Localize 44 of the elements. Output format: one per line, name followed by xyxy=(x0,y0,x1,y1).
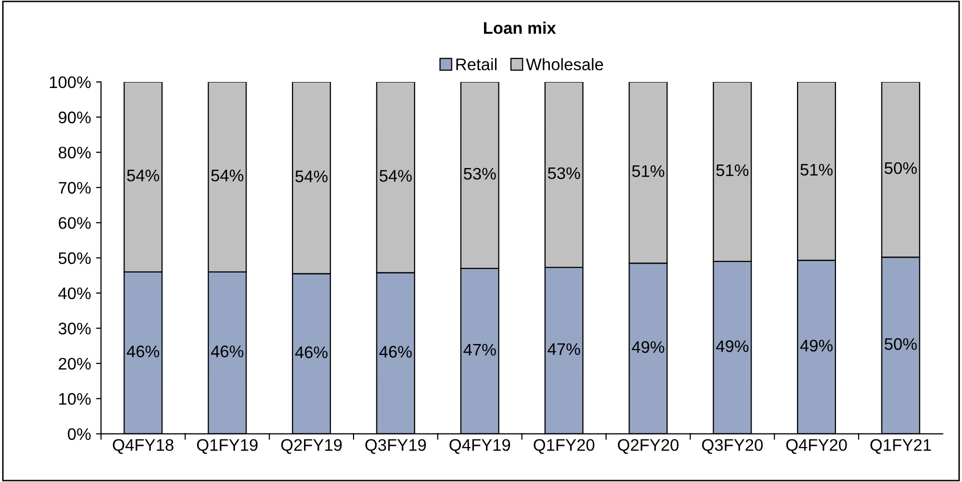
data-label: 46% xyxy=(379,346,412,358)
data-label: 47% xyxy=(548,343,580,355)
x-tick-label: Q1FY21 xyxy=(870,439,931,454)
y-tick-label: 80% xyxy=(58,146,91,159)
x-tick-label: Q1FY19 xyxy=(197,439,258,454)
y-tick-label: 20% xyxy=(58,358,91,370)
data-label: 51% xyxy=(800,164,833,176)
data-label: 51% xyxy=(716,164,748,176)
x-tick-label: Q4FY19 xyxy=(450,439,510,454)
y-tick-label: 10% xyxy=(59,393,91,405)
y-tick-label: 40% xyxy=(58,287,91,300)
x-tick-label: Q1FY20 xyxy=(534,439,594,454)
data-label: 53% xyxy=(464,168,496,180)
y-tick-label: 50% xyxy=(58,252,91,264)
data-label: 49% xyxy=(800,340,833,352)
y-tick-label: 60% xyxy=(58,217,91,229)
x-tick-label: Q3FY20 xyxy=(702,439,763,454)
data-label: 50% xyxy=(884,338,917,350)
x-tick-label: Q3FY19 xyxy=(365,439,426,454)
legend-label: Retail xyxy=(456,58,497,70)
y-tick-label: 0% xyxy=(68,428,91,440)
y-tick-label: 90% xyxy=(58,112,91,124)
data-label: 54% xyxy=(127,170,160,182)
data-label: 54% xyxy=(380,170,412,182)
x-tick-label: Q2FY19 xyxy=(281,439,342,454)
y-tick-label: 70% xyxy=(58,182,91,194)
x-tick-label: Q2FY20 xyxy=(618,439,679,454)
data-label: 53% xyxy=(548,167,580,180)
data-label: 49% xyxy=(716,340,748,352)
y-tick-label: 30% xyxy=(58,322,91,334)
x-tick-label: Q4FY18 xyxy=(112,439,174,454)
data-label: 54% xyxy=(295,170,328,182)
data-label: 50% xyxy=(884,162,917,174)
data-label: 46% xyxy=(126,346,160,358)
data-label: 47% xyxy=(464,344,496,356)
data-label: 46% xyxy=(295,346,328,358)
chart-title: Loan mix xyxy=(484,22,556,34)
data-label: 46% xyxy=(210,346,244,358)
data-label: 49% xyxy=(632,341,664,353)
legend-label: Wholesale xyxy=(526,58,604,70)
y-tick-label: 100% xyxy=(50,76,91,88)
data-label: 51% xyxy=(632,165,664,178)
x-tick-label: Q4FY20 xyxy=(786,439,847,454)
data-label: 54% xyxy=(211,170,244,182)
